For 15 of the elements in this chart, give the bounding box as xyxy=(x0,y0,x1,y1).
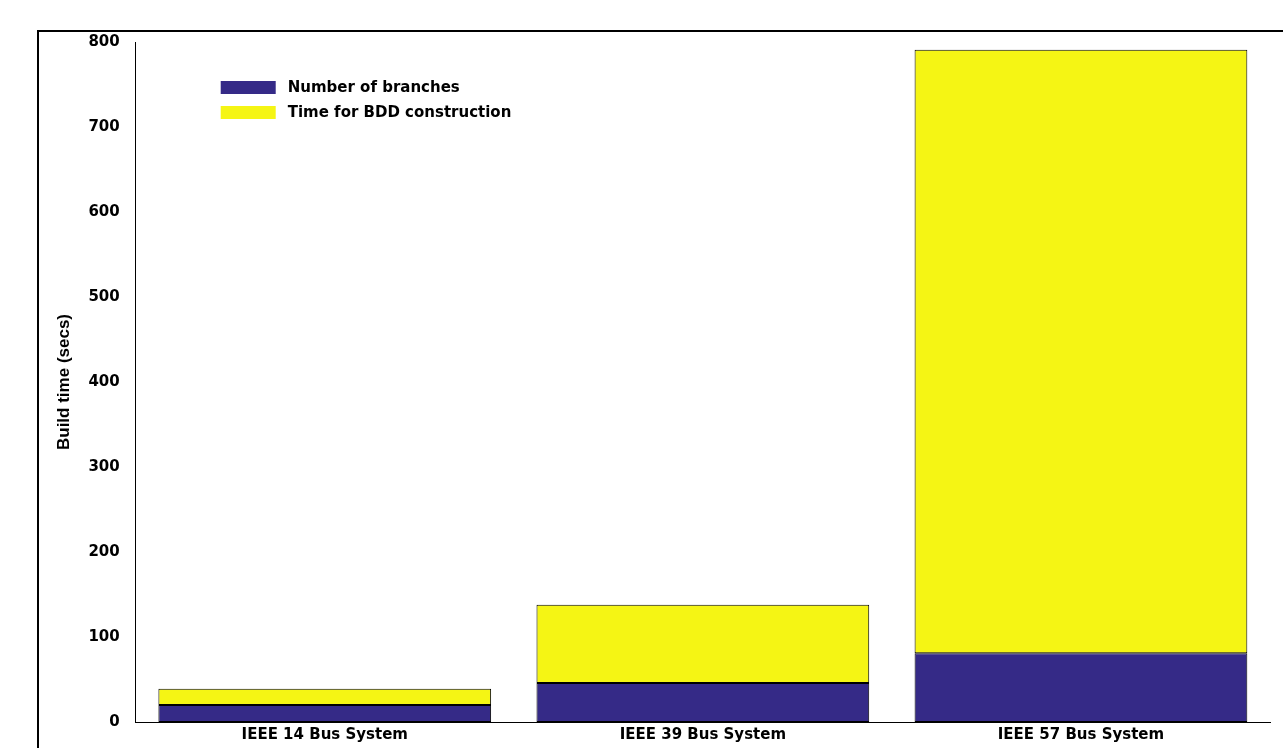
legend-label: Number of branches xyxy=(287,77,460,96)
x-tick-label: IEEE 57 Bus System xyxy=(997,724,1165,743)
y-tick-label: 200 xyxy=(88,541,120,560)
y-tick-label: 700 xyxy=(88,116,120,135)
y-axis-title: Build time (secs) xyxy=(53,313,73,451)
x-tick-label: IEEE 39 Bus System xyxy=(619,724,787,743)
y-tick-label: 600 xyxy=(88,201,120,220)
y-tick-label: 0 xyxy=(109,711,120,730)
y-tick-label: 100 xyxy=(88,626,120,645)
legend-label: Time for BDD construction xyxy=(287,102,512,121)
y-tick-label: 800 xyxy=(88,31,120,50)
y-tick-label: 400 xyxy=(88,371,120,390)
y-tick-label: 300 xyxy=(88,456,120,475)
y-tick-label: 500 xyxy=(88,286,120,305)
x-tick-label: IEEE 14 Bus System xyxy=(241,724,408,743)
